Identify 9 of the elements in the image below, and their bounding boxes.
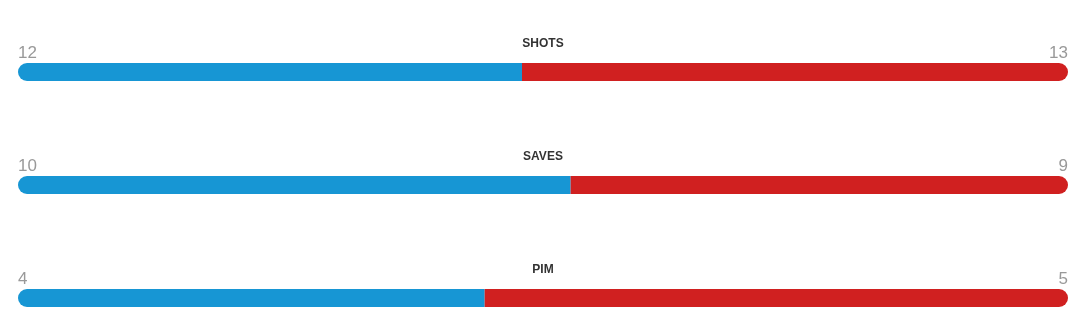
y-tick-label: SHOTS [522, 36, 564, 50]
data-label: 4 [18, 269, 28, 288]
data-label: 10 [18, 156, 37, 175]
data-label: 5 [1058, 269, 1068, 288]
y-tick-label: PIM [532, 262, 554, 276]
y-tick-label: SAVES [523, 149, 563, 163]
data-label: 12 [18, 43, 37, 62]
data-label: 13 [1049, 43, 1068, 62]
data-label: 9 [1058, 156, 1068, 175]
